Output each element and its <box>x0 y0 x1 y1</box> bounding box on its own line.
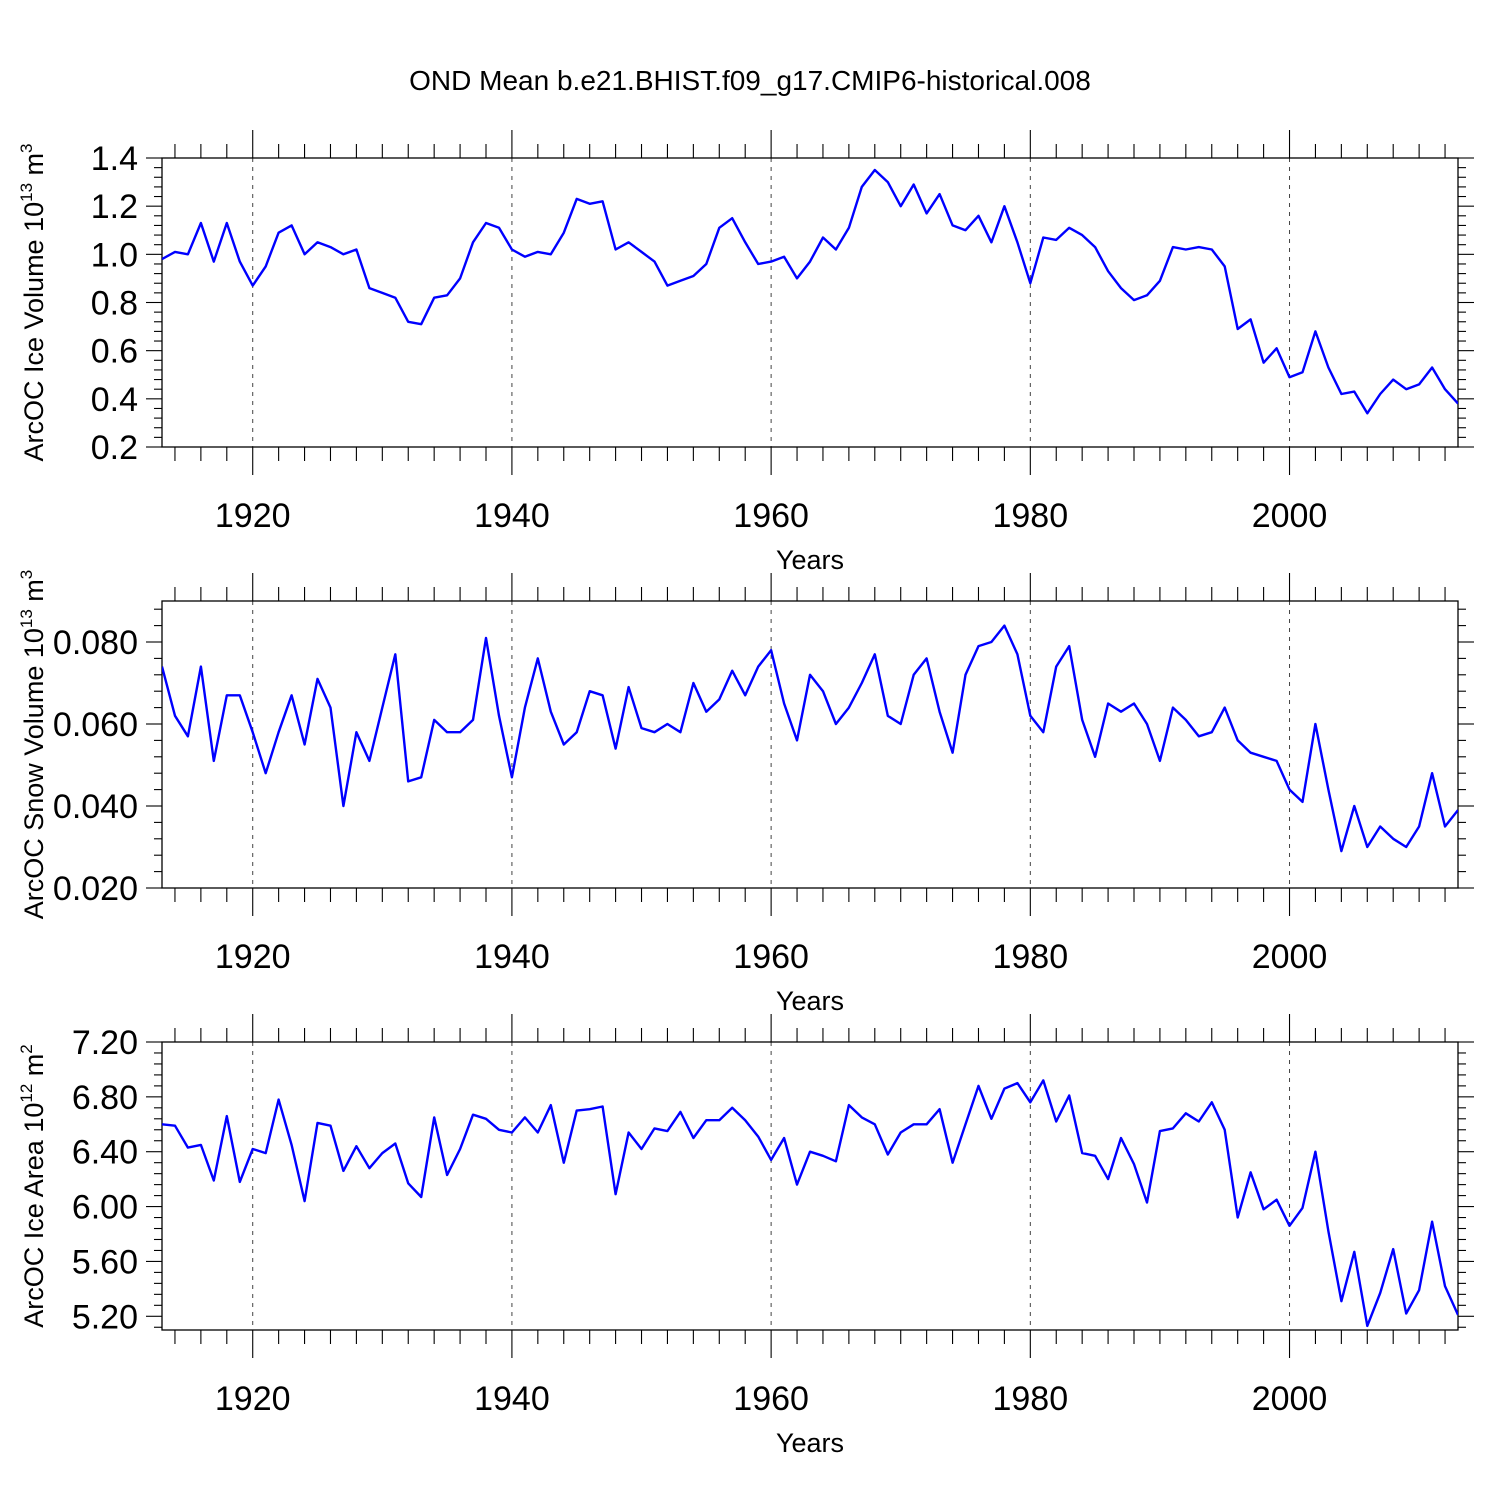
plot-frame <box>161 600 1459 889</box>
y-tick-label: 6.40 <box>72 1134 138 1172</box>
y-tick-label: 0.8 <box>91 285 138 323</box>
x-tick-label: 1960 <box>733 1380 809 1418</box>
y-tick-label: 0.020 <box>53 870 138 908</box>
y-axis-label-exponent: 12 <box>17 1084 36 1103</box>
y-axis-label-unit-exponent: 3 <box>17 570 36 579</box>
y-axis-label-text: ArcOC Snow Volume 10 <box>19 628 49 919</box>
x-axis-label: Years <box>776 1428 844 1458</box>
x-tick-label: 1940 <box>474 1380 550 1418</box>
y-tick-label: 5.60 <box>72 1243 138 1281</box>
x-tick-label: 1920 <box>215 938 291 976</box>
y-axis-label: ArcOC Ice Area 1012 m2 <box>17 1044 49 1328</box>
y-axis-label-unit-exponent: 2 <box>17 1044 36 1053</box>
y-tick-label: 1.4 <box>91 140 138 178</box>
series-line <box>162 168 1458 415</box>
plot-frame <box>161 157 1459 448</box>
y-tick-label: 0.060 <box>53 706 138 744</box>
panel-2: 0.020 0.040 0.060 0.080 1920 1940 1960 1980 2000… <box>17 570 1474 1016</box>
chart-title: OND Mean b.e21.BHIST.f09_g17.CMIP6-histo… <box>409 65 1091 96</box>
y-axis-label: ArcOC Snow Volume 1013 m3 <box>17 570 49 920</box>
x-tick-label: 1920 <box>215 497 291 535</box>
series-line <box>162 624 1458 853</box>
y-tick-label: 0.2 <box>91 429 138 467</box>
panels: 0.2 0.4 0.6 0.8 1.0 1.2 1.4 1920 1940 1960 1980 200… <box>17 130 1474 1458</box>
y-tick-label: 7.20 <box>72 1024 138 1062</box>
panel-3: 5.20 5.60 6.00 6.40 6.80 7.20 1920 1940 1960 1980… <box>17 1014 1474 1458</box>
y-axis-label-text: ArcOC Ice Volume 10 <box>19 202 49 462</box>
y-axis-label-unit: m <box>19 1054 49 1084</box>
series-line <box>162 1079 1458 1328</box>
x-tick-label: 2000 <box>1252 938 1328 976</box>
x-tick-label: 2000 <box>1252 1380 1328 1418</box>
y-tick-label: 1.2 <box>91 188 138 226</box>
plot-frame <box>161 1041 1459 1331</box>
x-tick-label: 2000 <box>1252 497 1328 535</box>
x-tick-label: 1940 <box>474 938 550 976</box>
y-axis-label-text: ArcOC Ice Area 10 <box>19 1103 49 1328</box>
x-tick-label: 1980 <box>992 938 1068 976</box>
y-tick-label: 0.080 <box>53 624 138 662</box>
x-tick-label: 1980 <box>992 497 1068 535</box>
y-axis-label-exponent: 13 <box>17 609 36 628</box>
y-axis-label-unit-exponent: 3 <box>17 143 36 152</box>
y-axis-label-unit: m <box>19 579 49 609</box>
y-tick-label: 0.040 <box>53 788 138 826</box>
y-axis-label-unit: m <box>19 153 49 183</box>
x-tick-label: 1940 <box>474 497 550 535</box>
y-tick-label: 0.6 <box>91 333 138 371</box>
x-axis-label: Years <box>776 986 844 1016</box>
x-axis-label: Years <box>776 545 844 575</box>
x-tick-label: 1920 <box>215 1380 291 1418</box>
panel-1: 0.2 0.4 0.6 0.8 1.0 1.2 1.4 1920 1940 1960 1980 200… <box>17 130 1474 575</box>
x-tick-label: 1960 <box>733 497 809 535</box>
y-axis-label: ArcOC Ice Volume 1013 m3 <box>17 143 49 461</box>
y-tick-label: 0.4 <box>91 381 138 419</box>
y-tick-label: 1.0 <box>91 236 138 274</box>
y-axis-label-exponent: 13 <box>17 183 36 202</box>
y-tick-label: 6.00 <box>72 1189 138 1227</box>
y-tick-label: 5.20 <box>72 1298 138 1336</box>
y-tick-label: 6.80 <box>72 1079 138 1117</box>
x-tick-label: 1980 <box>992 1380 1068 1418</box>
x-tick-label: 1960 <box>733 938 809 976</box>
